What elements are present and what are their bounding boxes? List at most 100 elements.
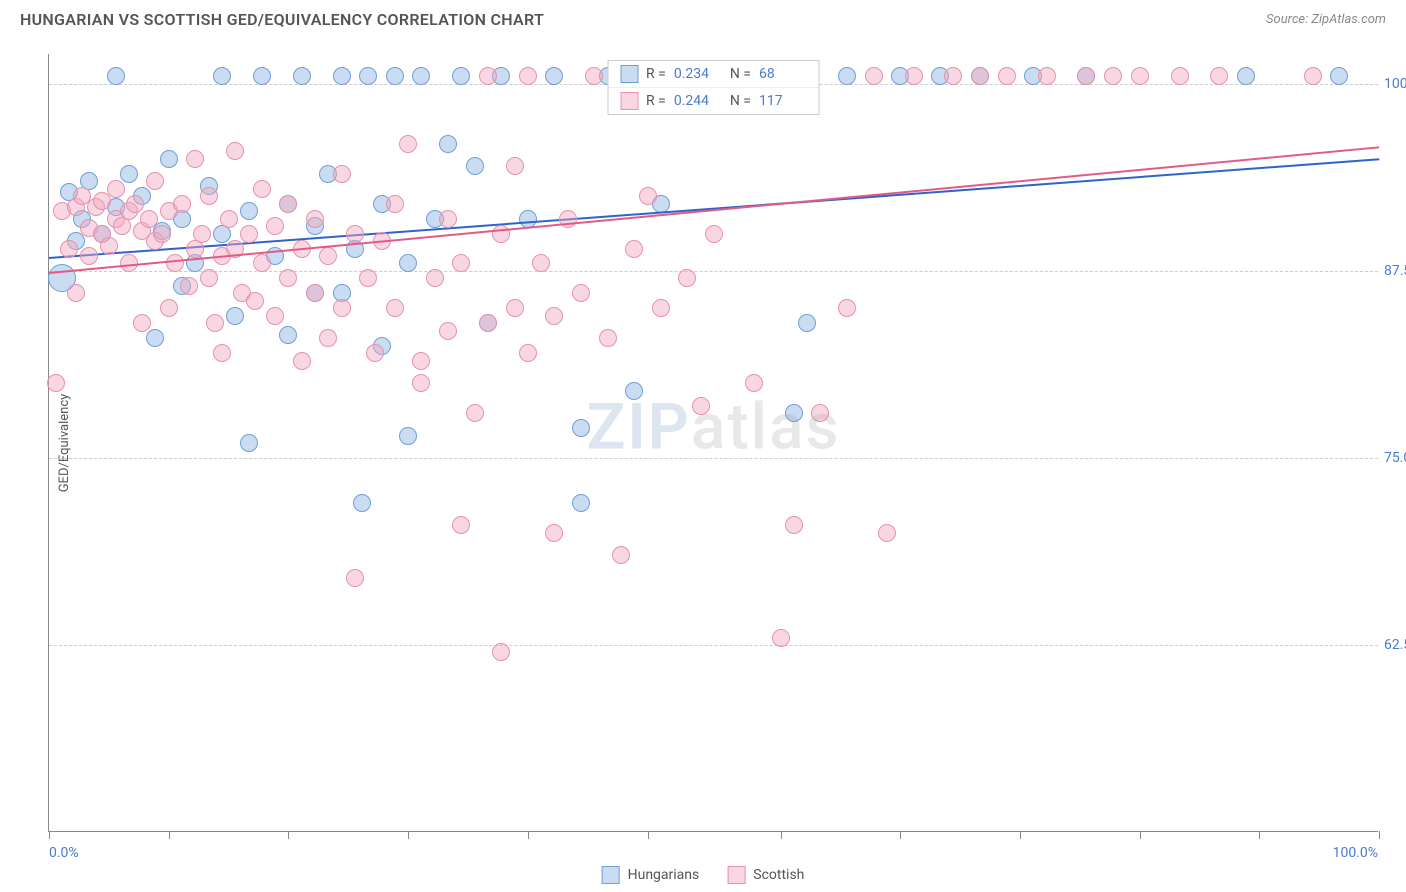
data-point bbox=[279, 269, 297, 287]
data-point bbox=[1330, 67, 1348, 85]
x-tick bbox=[1379, 831, 1380, 839]
data-point bbox=[240, 225, 258, 243]
data-point bbox=[107, 180, 125, 198]
data-point bbox=[240, 434, 258, 452]
data-point bbox=[140, 210, 158, 228]
data-point bbox=[133, 314, 151, 332]
data-point bbox=[120, 165, 138, 183]
data-point bbox=[1038, 67, 1056, 85]
data-point bbox=[333, 299, 351, 317]
data-point bbox=[279, 326, 297, 344]
data-point bbox=[452, 67, 470, 85]
data-point bbox=[146, 329, 164, 347]
data-point bbox=[240, 202, 258, 220]
x-axis-min-label: 0.0% bbox=[49, 845, 79, 861]
stat-r-hungarians: 0.234 bbox=[674, 66, 722, 82]
data-point bbox=[386, 195, 404, 213]
data-point bbox=[1077, 67, 1095, 85]
data-point bbox=[572, 419, 590, 437]
data-point bbox=[545, 67, 563, 85]
data-point bbox=[226, 142, 244, 160]
data-point bbox=[798, 314, 816, 332]
data-point bbox=[399, 135, 417, 153]
data-point bbox=[293, 67, 311, 85]
data-point bbox=[439, 322, 457, 340]
stat-n-hungarians: 68 bbox=[759, 66, 807, 82]
data-point bbox=[173, 195, 191, 213]
data-point bbox=[452, 516, 470, 534]
swatch-scottish bbox=[620, 92, 638, 110]
data-point bbox=[1131, 67, 1149, 85]
data-point bbox=[466, 404, 484, 422]
data-point bbox=[426, 269, 444, 287]
gridline bbox=[49, 645, 1378, 646]
data-point bbox=[67, 284, 85, 302]
data-point bbox=[785, 516, 803, 534]
legend-item-scottish: Scottish bbox=[727, 866, 804, 884]
data-point bbox=[333, 67, 351, 85]
data-point bbox=[492, 225, 510, 243]
data-point bbox=[745, 374, 763, 392]
data-point bbox=[253, 180, 271, 198]
x-tick bbox=[1259, 831, 1260, 839]
stat-label-n: N = bbox=[730, 93, 751, 109]
legend-label-hungarians: Hungarians bbox=[628, 867, 700, 883]
data-point bbox=[1210, 67, 1228, 85]
x-tick bbox=[1140, 831, 1141, 839]
data-point bbox=[692, 397, 710, 415]
data-point bbox=[306, 210, 324, 228]
legend-swatch-hungarians bbox=[602, 866, 620, 884]
data-point bbox=[200, 269, 218, 287]
data-point bbox=[519, 67, 537, 85]
scatter-chart: GED/Equivalency 100.0%87.5%75.0%62.5% 0.… bbox=[48, 54, 1378, 832]
data-point bbox=[200, 187, 218, 205]
data-point bbox=[399, 427, 417, 445]
legend-item-hungarians: Hungarians bbox=[602, 866, 700, 884]
stat-n-scottish: 117 bbox=[759, 93, 807, 109]
data-point bbox=[293, 352, 311, 370]
data-point bbox=[545, 307, 563, 325]
plot-area: 100.0%87.5%75.0%62.5% bbox=[49, 54, 1378, 831]
data-point bbox=[213, 344, 231, 362]
data-point bbox=[944, 67, 962, 85]
data-point bbox=[1237, 67, 1255, 85]
data-point bbox=[1104, 67, 1122, 85]
data-point bbox=[166, 254, 184, 272]
data-point bbox=[412, 374, 430, 392]
data-point bbox=[1171, 67, 1189, 85]
data-point bbox=[47, 374, 65, 392]
data-point bbox=[60, 240, 78, 258]
data-point bbox=[785, 404, 803, 422]
data-point bbox=[80, 247, 98, 265]
data-point bbox=[186, 150, 204, 168]
data-point bbox=[599, 329, 617, 347]
data-point bbox=[253, 67, 271, 85]
chart-header: HUNGARIAN VS SCOTTISH GED/EQUIVALENCY CO… bbox=[0, 0, 1406, 35]
x-tick bbox=[288, 831, 289, 839]
data-point bbox=[612, 546, 630, 564]
data-point bbox=[346, 225, 364, 243]
data-point bbox=[266, 217, 284, 235]
bottom-legend: Hungarians Scottish bbox=[602, 866, 805, 884]
gridline bbox=[49, 271, 1378, 272]
chart-title: HUNGARIAN VS SCOTTISH GED/EQUIVALENCY CO… bbox=[20, 10, 544, 29]
data-point bbox=[519, 344, 537, 362]
data-point bbox=[678, 269, 696, 287]
stat-label-r: R = bbox=[646, 93, 666, 109]
data-point bbox=[399, 254, 417, 272]
data-point bbox=[532, 254, 550, 272]
x-tick bbox=[900, 831, 901, 839]
legend-label-scottish: Scottish bbox=[753, 867, 804, 883]
data-point bbox=[811, 404, 829, 422]
gridline bbox=[49, 458, 1378, 459]
data-point bbox=[366, 344, 384, 362]
data-point bbox=[206, 314, 224, 332]
data-point bbox=[359, 67, 377, 85]
data-point bbox=[180, 277, 198, 295]
source-label: Source: ZipAtlas.com bbox=[1266, 12, 1386, 27]
data-point bbox=[865, 67, 883, 85]
data-point bbox=[705, 225, 723, 243]
data-point bbox=[506, 157, 524, 175]
data-point bbox=[146, 172, 164, 190]
data-point bbox=[452, 254, 470, 272]
